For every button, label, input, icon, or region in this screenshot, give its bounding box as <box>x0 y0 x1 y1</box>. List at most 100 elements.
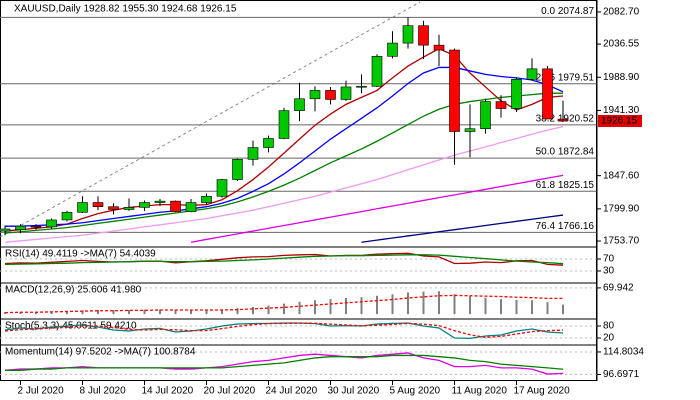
fib-label: 50.0 1872.84 <box>536 147 595 158</box>
histogram-bar <box>562 304 564 315</box>
histogram-bar <box>360 297 363 315</box>
fib-label: 0.0 2074.87 <box>541 6 594 17</box>
candle-body <box>108 206 119 210</box>
y-tick-label: 2082.70 <box>603 7 640 18</box>
y-tick-label: 1941.30 <box>603 105 640 116</box>
y-tick-label: 1753.70 <box>603 236 640 247</box>
y-tick-label: 20 <box>603 333 615 344</box>
x-tick-label: 20 Jul 2020 <box>204 386 256 397</box>
candle-body <box>433 44 445 51</box>
histogram-bar <box>252 307 254 315</box>
candle-body <box>325 90 336 100</box>
fib-trendline <box>0 1 421 238</box>
indicator-line <box>4 294 564 314</box>
histogram-bar <box>391 294 394 315</box>
histogram-bar <box>453 294 456 315</box>
histogram-bar <box>35 311 37 315</box>
fib-label: 61.8 1825.15 <box>536 180 595 191</box>
x-tick-label: 8 Jul 2020 <box>80 386 127 397</box>
histogram-bar <box>546 302 549 315</box>
candle-body <box>46 219 57 228</box>
histogram-bar <box>50 311 53 315</box>
indicator-line <box>5 66 564 227</box>
candle-body <box>92 202 104 208</box>
histogram-bar <box>66 311 68 315</box>
candle-body <box>387 42 398 57</box>
candle-body <box>77 202 88 213</box>
y-tick-label: 1799.90 <box>603 204 640 215</box>
histogram-bar <box>345 298 347 315</box>
candle-body <box>495 101 507 109</box>
histogram-bar <box>174 310 177 315</box>
candle-body <box>247 147 259 160</box>
histogram-bar <box>531 300 533 315</box>
histogram-bar <box>97 310 99 315</box>
indicator-line <box>4 322 564 340</box>
candle-body <box>449 49 460 132</box>
candle-body <box>232 159 243 180</box>
y-tick-label: 114.8034 <box>603 347 644 358</box>
indicator-line <box>190 174 564 243</box>
histogram-bar <box>19 311 22 315</box>
x-tick-label: 17 Aug 2020 <box>514 386 571 397</box>
x-tick-label: 11 Aug 2020 <box>452 386 508 397</box>
plot-frame <box>0 0 597 381</box>
y-tick-label: 70 <box>603 254 615 265</box>
y-tick-label: 1847.60 <box>603 170 640 181</box>
candle-body <box>15 225 26 230</box>
candle-body <box>542 68 553 120</box>
candle-body <box>402 25 414 44</box>
pane-title: RSI(14) 49.4119 ->MA(7) 54.4039 <box>5 249 156 260</box>
y-tick-label: 96.6971 <box>603 369 640 380</box>
y-tick-label: 80 <box>603 321 615 332</box>
histogram-bar <box>422 291 425 315</box>
candle-body <box>480 101 491 130</box>
chart-title: XAUUSD,Daily 1928.82 1955.30 1924.68 192… <box>14 4 237 15</box>
candle-body <box>278 110 290 139</box>
candle-body <box>526 68 538 80</box>
histogram-bar <box>267 305 270 315</box>
histogram-bar <box>128 310 130 315</box>
indicator-line <box>4 92 563 234</box>
x-tick-label: 5 Aug 2020 <box>390 386 441 397</box>
candle-body <box>464 128 476 132</box>
histogram-bar <box>159 309 161 315</box>
histogram-bar <box>515 299 518 315</box>
histogram-bar <box>314 300 316 315</box>
y-tick-label: 1988.90 <box>603 72 640 83</box>
candle-body <box>201 195 212 203</box>
x-tick-label: 14 Jul 2020 <box>142 386 194 397</box>
histogram-bar <box>484 297 487 315</box>
histogram-bar <box>329 299 332 315</box>
candle-body <box>30 225 42 228</box>
histogram-bar <box>407 292 409 315</box>
indicator-line <box>4 322 564 339</box>
x-tick-label: 30 Jul 2020 <box>328 386 380 397</box>
histogram-bar <box>438 291 440 315</box>
indicator-line <box>361 214 564 243</box>
indicator-line <box>5 354 564 371</box>
candle-body <box>185 202 197 212</box>
candle-body <box>170 200 181 212</box>
indicator-line <box>4 254 564 266</box>
candle-body <box>340 86 352 100</box>
x-tick-label: 24 Jul 2020 <box>266 386 318 397</box>
x-tick-label: 2 Jul 2020 <box>18 386 65 397</box>
histogram-bar <box>469 296 471 315</box>
y-tick-label: 30 <box>603 266 615 277</box>
candle-body <box>154 200 166 203</box>
candle-body <box>0 228 11 232</box>
candle-body <box>123 207 135 210</box>
histogram-bar <box>376 295 378 315</box>
y-tick-label: 2036.55 <box>603 39 640 50</box>
candle-body <box>511 78 522 109</box>
y-tick-label: 69.942 <box>603 283 634 294</box>
candle-body <box>139 202 150 208</box>
candle-body <box>557 118 569 122</box>
candle-body <box>263 138 274 148</box>
candle-body <box>356 85 367 88</box>
histogram-bar <box>143 309 146 315</box>
histogram-bar <box>283 303 285 315</box>
indicator-line <box>4 47 564 232</box>
histogram-bar <box>236 308 239 315</box>
